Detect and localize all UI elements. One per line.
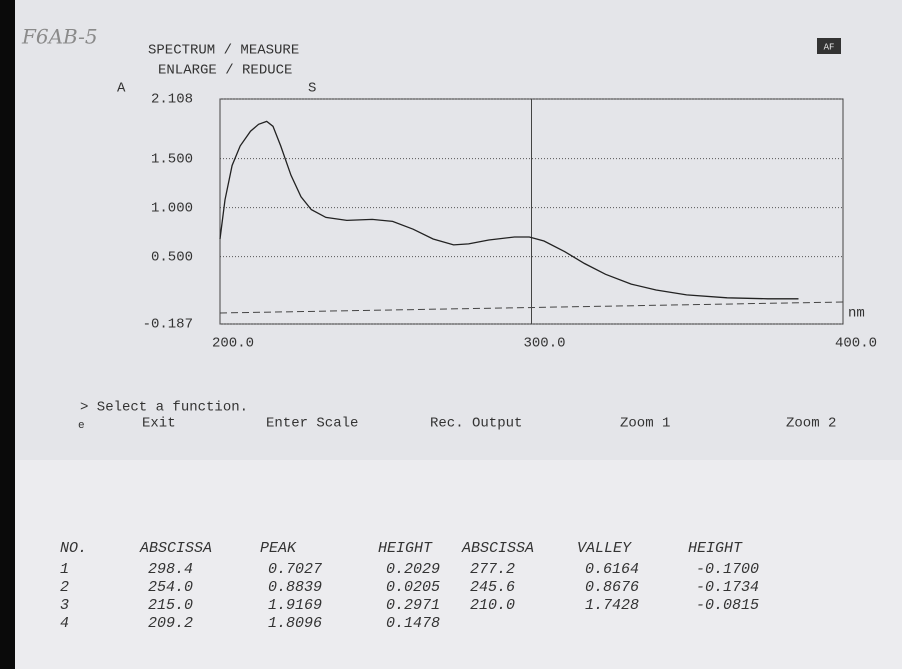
key-hint: e — [78, 420, 85, 432]
table-cell: 1.7428 — [585, 597, 639, 614]
table-cell: -0.1700 — [696, 561, 759, 578]
table-cell: 0.6164 — [585, 561, 639, 578]
x-tick-label: 400.0 — [835, 336, 877, 352]
header-line: SPECTRUM / MEASURE — [148, 43, 299, 59]
y-axis-label: A — [117, 81, 126, 97]
table-cell: 1.9169 — [268, 597, 322, 614]
y-tick-label: -0.187 — [143, 317, 193, 333]
table-cell: 0.2971 — [386, 597, 440, 614]
handwriting: F6AB-5 — [21, 25, 98, 49]
table-header: NO. — [60, 540, 87, 557]
table-cell: 245.6 — [470, 579, 515, 596]
menu-item: Rec. Output — [430, 416, 522, 432]
menu-item: Zoom 2 — [786, 416, 836, 432]
table-header: PEAK — [260, 540, 297, 557]
table-cell: 0.0205 — [386, 579, 440, 596]
table-cell: 254.0 — [148, 579, 193, 596]
table-header: HEIGHT — [688, 540, 743, 557]
marker-label: S — [308, 81, 316, 97]
table: NO. ABSCISSA PEAK HEIGHT ABSCISSA VALLEY HEIGH… — [60, 540, 759, 632]
table-cell: 0.8839 — [268, 579, 322, 596]
table-header: ABSCISSA — [139, 540, 212, 557]
menu-item: Enter Scale — [266, 416, 358, 432]
table-cell: 277.2 — [470, 561, 515, 578]
y-tick-label: 0.500 — [151, 249, 193, 265]
prompt: > Select a function. — [80, 400, 248, 416]
table-cell: 1.8096 — [268, 615, 322, 632]
table-header: VALLEY — [577, 540, 632, 557]
spectrum-line — [219, 120, 799, 300]
table-cell: 215.0 — [148, 597, 193, 614]
table-cell: 210.0 — [470, 597, 515, 614]
y-tick-label: 1.000 — [151, 200, 193, 216]
table-cell: 0.2029 — [386, 561, 440, 578]
table-cell: 209.2 — [148, 615, 193, 632]
header-line: ENLARGE / REDUCE — [158, 63, 292, 79]
badge-box — [817, 38, 841, 54]
table-cell: 0.1478 — [386, 615, 440, 632]
table-cell: 0.8676 — [585, 579, 639, 596]
badge: AF — [824, 42, 835, 52]
table-cell: -0.0815 — [696, 597, 759, 614]
x-axis-label: nm — [848, 306, 865, 322]
edge — [0, 0, 15, 669]
table-cell: 298.4 — [148, 561, 193, 578]
menu: Exit Enter Scale Rec. Output Zoom 1 Zoom 2 — [142, 416, 836, 432]
y-tick-label: 2.108 — [151, 92, 193, 108]
table-cell: 0.7027 — [268, 561, 322, 578]
menu-item: Exit — [142, 416, 176, 432]
menu-item: Zoom 1 — [620, 416, 670, 432]
table-header: ABSCISSA — [461, 540, 534, 557]
table-cell: 2 — [60, 579, 69, 596]
table-cell: -0.1734 — [696, 579, 759, 596]
table-cell: 1 — [60, 561, 69, 578]
y-tick-label: 1.500 — [151, 151, 193, 167]
table-cell: 3 — [60, 597, 69, 614]
table-cell: 4 — [60, 615, 69, 632]
x-tick-label: 200.0 — [212, 336, 254, 352]
paper-lower — [0, 460, 902, 669]
x-tick-label: 300.0 — [524, 336, 566, 352]
table-header: HEIGHT — [378, 540, 433, 557]
